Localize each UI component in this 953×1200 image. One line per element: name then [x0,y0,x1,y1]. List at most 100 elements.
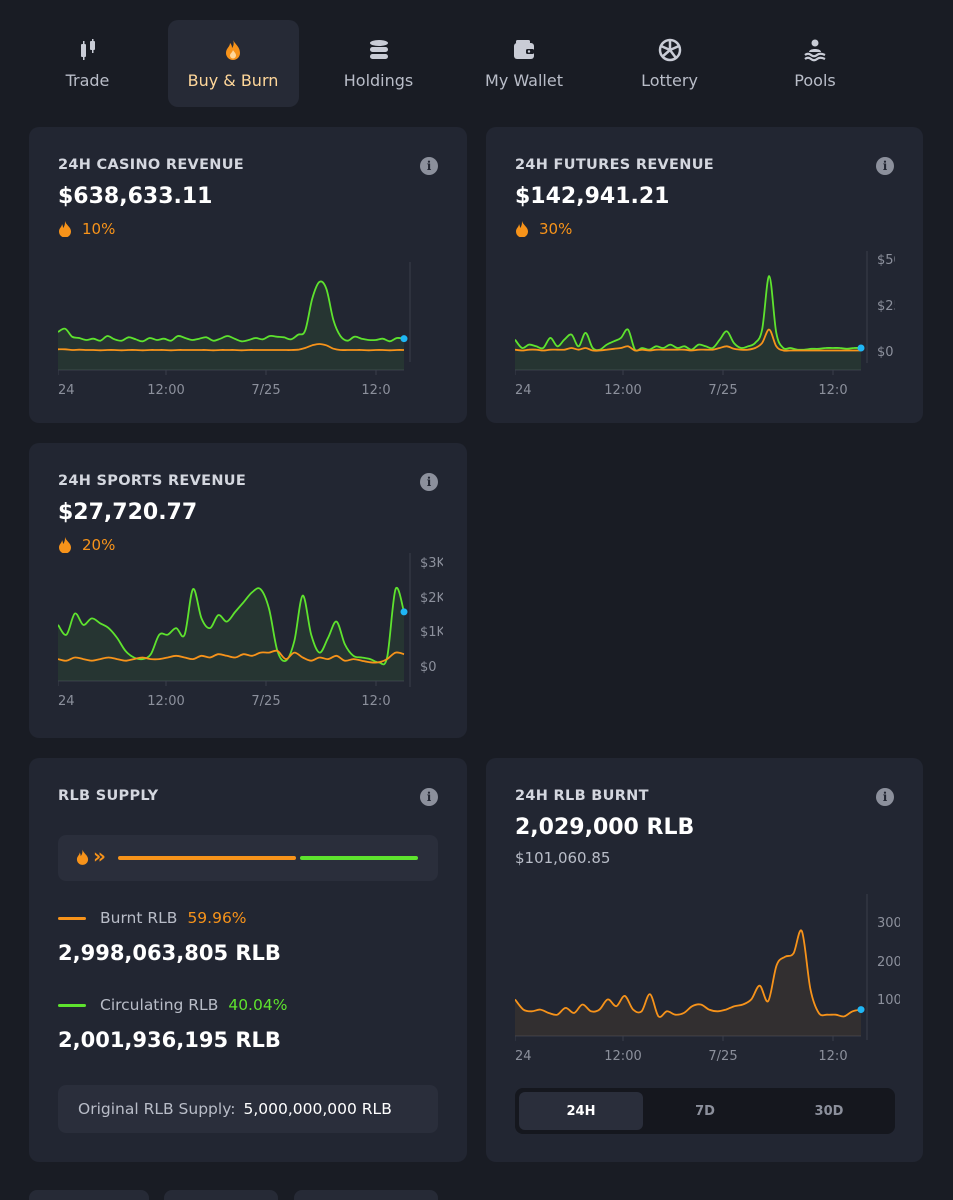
circulating-value: 2,001,936,195 RLB [58,1028,281,1052]
card-amount: $142,941.21 [515,184,670,209]
circulating-percentage: 40.04% [228,996,288,1014]
futures-revenue-card: 24H FUTURES REVENUE i $142,941.21 30% $5… [486,127,923,423]
card-amount: $27,720.77 [58,500,198,525]
burnt-usd-value: $101,060.85 [515,849,611,867]
pools-wave-icon [802,37,828,63]
burnt-label: Burnt RLB [100,909,178,927]
original-supply-value: 5,000,000,000 RLB [243,1100,392,1118]
info-icon[interactable]: i [876,157,894,175]
burn-percentage-value: 30% [539,220,573,238]
flame-icon [76,849,89,865]
x-tick-label: 7/25 [251,694,280,709]
circulating-progress-fill [300,856,418,860]
nav-buy-and-burn[interactable]: Buy & Burn [167,20,299,107]
y-tick-label: $1K [420,625,443,640]
nav-pools[interactable]: Pools [750,20,881,107]
series-line [58,343,405,352]
sports-revenue-card: 24H SPORTS REVENUE i $27,720.77 20% $3K $… [29,443,467,738]
casino-revenue-card: 24H CASINO REVENUE i $638,633.11 10% $10… [29,127,467,423]
card-title: 24H RLB BURNT [515,788,649,804]
series-area [515,930,861,1036]
range-7d[interactable]: 7D [695,1103,715,1119]
burn-percentage: 10% [58,220,115,238]
current-value-marker [857,344,865,352]
nav-label: Pools [794,71,836,90]
nav-label: Buy & Burn [187,71,279,90]
series-area [58,587,404,681]
info-icon[interactable]: i [420,473,438,491]
x-tick-label: 7/25 [708,383,737,398]
series-line [58,649,405,664]
burnt-percentage: 59.96% [187,909,247,927]
series-area [58,281,404,370]
bottom-tab-stub[interactable] [294,1190,438,1200]
series-line [58,280,405,343]
burn-percentage-value: 20% [82,536,116,554]
bottom-tab-stub[interactable] [164,1190,278,1200]
x-tick-label: 7/25 [251,383,280,398]
x-tick-label: 12:0 [818,383,847,398]
y-tick-label: $25K [877,299,895,314]
rlb-burnt-card: 24H RLB BURNT i 2,029,000 RLB $101,060.8… [486,758,923,1162]
chevron-double-right-icon: » [93,844,106,868]
card-title: RLB SUPPLY [58,788,159,804]
rlb-burnt-chart: 300K 200K 100K 24 12:00 7/25 12:0 [515,890,900,1072]
x-tick-label: 12:00 [147,694,184,709]
original-supply-label: Original RLB Supply: [78,1100,236,1118]
x-tick-label: 24 [58,383,75,398]
y-tick-label: 200K [877,955,900,970]
sports-revenue-chart: $3K $2K $1K $0 24 12:00 7/25 12:0 [58,551,443,716]
nav-trade[interactable]: Trade [22,20,153,107]
rlb-supply-card: RLB SUPPLY i » Burnt RLB 59.96% 2,998,06… [29,758,467,1162]
card-title: 24H CASINO REVENUE [58,157,244,173]
info-icon[interactable]: i [876,788,894,806]
current-value-marker [400,335,408,343]
x-tick-label: 12:0 [818,1049,847,1064]
y-tick-label: $0 [877,345,894,360]
nav-lottery[interactable]: Lottery [604,20,735,107]
x-tick-label: 12:00 [604,1049,641,1064]
nav-label: Holdings [343,71,414,90]
range-30d[interactable]: 30D [814,1103,844,1119]
series-line [58,586,405,666]
circulating-label: Circulating RLB [100,996,219,1014]
card-amount: $638,633.11 [58,184,213,209]
wallet-icon [511,37,537,63]
info-icon[interactable]: i [420,788,438,806]
y-tick-label: 100K [877,993,900,1008]
y-tick-label: $2K [420,591,443,606]
circulating-legend: Circulating RLB 40.04% [58,996,287,1014]
card-title: 24H SPORTS REVENUE [58,473,247,489]
x-tick-label: 12:0 [361,383,390,398]
y-tick-label: 300K [877,916,900,931]
nav-label: Lottery [641,71,698,90]
current-value-marker [857,1006,865,1014]
nav-my-wallet[interactable]: My Wallet [459,20,590,107]
y-tick-label: $50K [877,253,895,268]
bottom-tab-stub[interactable] [29,1190,149,1200]
nav-holdings[interactable]: Holdings [313,20,444,107]
card-amount: 2,029,000 RLB [515,815,695,840]
y-tick-label: $0 [420,660,437,675]
burnt-progress-fill [118,856,296,860]
flame-icon [220,37,246,63]
current-value-marker [400,608,408,616]
burn-percentage: 30% [515,220,572,238]
flame-icon [516,221,528,237]
nav-label: My Wallet [485,71,563,90]
x-tick-label: 24 [515,1049,532,1064]
flame-icon [59,221,71,237]
info-icon[interactable]: i [420,157,438,175]
series-line [515,929,862,1018]
burnt-value: 2,998,063,805 RLB [58,941,281,965]
lottery-wheel-icon [657,37,683,63]
x-tick-label: 12:0 [361,694,390,709]
main-nav: Trade Buy & Burn Holdings My Wallet Lott… [22,20,932,108]
original-supply-box: Original RLB Supply: 5,000,000,000 RLB [58,1085,438,1133]
burn-percentage-value: 10% [82,220,116,238]
range-24h[interactable]: 24H [519,1092,643,1130]
card-title: 24H FUTURES REVENUE [515,157,714,173]
burnt-legend-swatch [58,916,86,920]
x-tick-label: 12:00 [147,383,184,398]
supply-progress-bar: » [58,835,438,881]
